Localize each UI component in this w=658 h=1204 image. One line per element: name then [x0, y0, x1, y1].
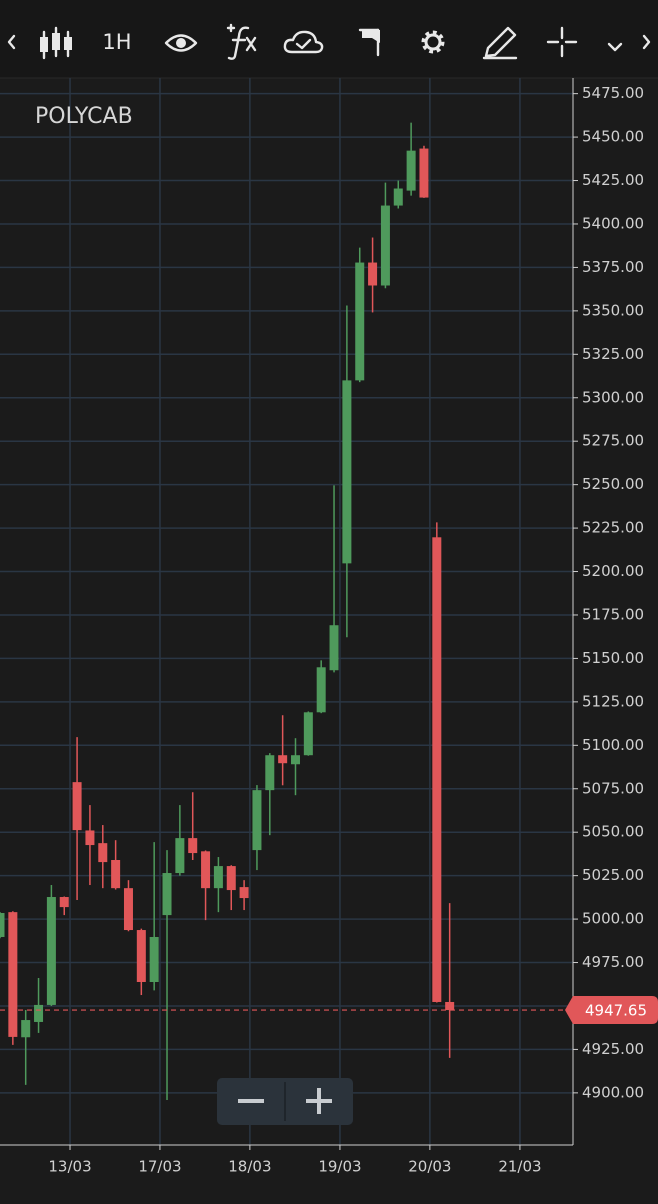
- candle-body: [342, 380, 352, 564]
- candle-body: [201, 851, 211, 889]
- candle-body: [226, 866, 236, 891]
- y-tick-label: 5100.00: [582, 736, 644, 754]
- candle-body: [278, 755, 288, 764]
- y-tick-label: 5300.00: [582, 388, 644, 406]
- x-tick-label: 19/03: [318, 1158, 361, 1176]
- interval-button[interactable]: 1H: [102, 30, 131, 54]
- axes: 4900.004925.004950.004975.005000.005025.…: [48, 84, 644, 1175]
- candle-body: [175, 838, 185, 874]
- candle-body: [445, 1001, 455, 1011]
- last-price-tag: [565, 996, 658, 1025]
- flag-button[interactable]: [358, 28, 380, 57]
- x-tick-label: 18/03: [228, 1158, 271, 1176]
- candle-body: [368, 262, 378, 286]
- chart-type-button[interactable]: [40, 26, 72, 60]
- zoom-in-button[interactable]: [306, 1088, 332, 1114]
- toolbar-bg: [0, 0, 658, 78]
- candle-body: [419, 148, 429, 198]
- more-button[interactable]: [607, 42, 623, 52]
- chart-title: POLYCAB: [35, 104, 133, 129]
- x-tick-label: 21/03: [498, 1158, 541, 1176]
- y-tick-label: 5000.00: [582, 910, 644, 928]
- candle-body: [46, 897, 56, 1005]
- candle-body: [123, 888, 133, 931]
- candle-body: [406, 150, 416, 191]
- x-tick-label: 20/03: [408, 1158, 451, 1176]
- candle-body: [265, 755, 275, 791]
- candle-body: [329, 625, 339, 671]
- y-tick-label: 5250.00: [582, 475, 644, 493]
- y-tick-label: 5400.00: [582, 214, 644, 232]
- candle-body: [355, 262, 365, 381]
- candle-body: [432, 537, 442, 1002]
- candles: [0, 122, 455, 1100]
- last-price-label: 4947.65: [585, 1002, 647, 1020]
- cloud-button[interactable]: [283, 30, 324, 54]
- y-tick-label: 5475.00: [582, 84, 644, 102]
- y-tick-label: 5175.00: [582, 605, 644, 623]
- candle-body: [136, 930, 146, 982]
- candle-body: [162, 873, 172, 916]
- candle-body: [393, 188, 403, 206]
- y-tick-label: 4900.00: [582, 1083, 644, 1101]
- y-tick-label: 5025.00: [582, 866, 644, 884]
- candle-body: [34, 1004, 44, 1022]
- y-tick-label: 4925.00: [582, 1040, 644, 1058]
- candle-body: [303, 712, 313, 756]
- y-tick-label: 5125.00: [582, 692, 644, 710]
- candle-body: [239, 887, 249, 899]
- candle-body: [72, 782, 82, 831]
- y-tick-label: 5325.00: [582, 345, 644, 363]
- toolbar: 1H: [0, 0, 658, 79]
- x-tick-label: 13/03: [48, 1158, 91, 1176]
- crosshair-button[interactable]: [546, 26, 578, 58]
- y-tick-label: 5225.00: [582, 519, 644, 537]
- y-tick-label: 5350.00: [582, 301, 644, 319]
- candle-body: [213, 866, 223, 889]
- y-tick-label: 5450.00: [582, 128, 644, 146]
- visibility-button[interactable]: [164, 34, 198, 52]
- candle-body: [149, 936, 159, 982]
- x-tick-label: 17/03: [138, 1158, 181, 1176]
- y-tick-label: 5375.00: [582, 258, 644, 276]
- candle-body: [98, 843, 108, 863]
- draw-button[interactable]: [482, 26, 518, 60]
- candle-body: [252, 790, 262, 851]
- zoom-controls: [217, 1078, 353, 1125]
- candle-body: [8, 912, 18, 1037]
- settings-button[interactable]: [421, 30, 445, 54]
- y-tick-label: 5150.00: [582, 649, 644, 667]
- candle-body: [0, 913, 5, 937]
- y-tick-label: 4975.00: [582, 953, 644, 971]
- candle-body: [188, 838, 198, 854]
- y-tick-label: 5425.00: [582, 171, 644, 189]
- y-tick-label: 5075.00: [582, 779, 644, 797]
- candle-body: [59, 897, 69, 908]
- candle-body: [111, 860, 121, 889]
- scroll-right[interactable]: [642, 34, 651, 50]
- y-tick-label: 5275.00: [582, 432, 644, 450]
- candle-body: [380, 205, 390, 286]
- candle-body: [290, 755, 300, 765]
- scroll-left[interactable]: [7, 34, 16, 50]
- candle-body: [21, 1020, 31, 1038]
- y-tick-label: 5200.00: [582, 562, 644, 580]
- candle-body: [85, 830, 95, 846]
- candle-body: [316, 667, 326, 713]
- indicators-button[interactable]: [226, 23, 257, 60]
- y-tick-label: 5050.00: [582, 823, 644, 841]
